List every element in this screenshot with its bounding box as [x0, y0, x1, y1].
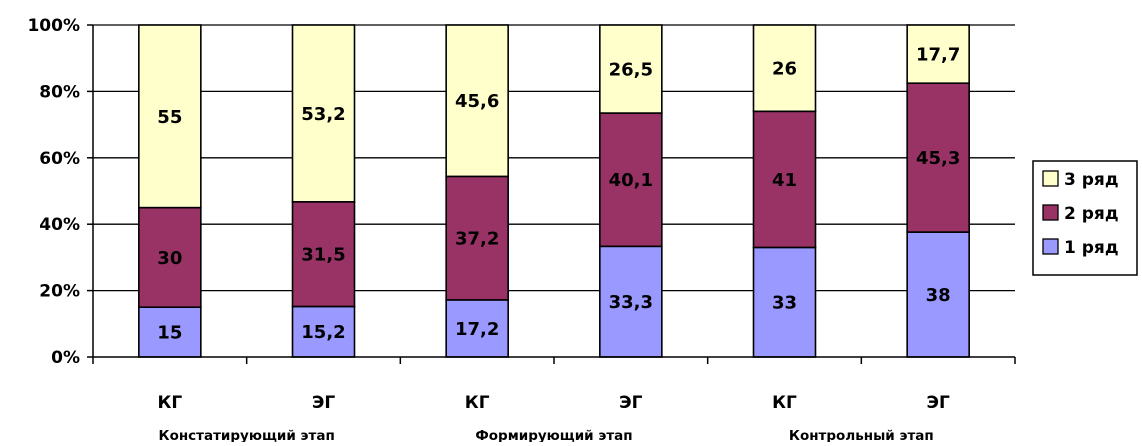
bar-segment [752, 110, 817, 249]
bar-segment [599, 245, 663, 358]
bar-segment [445, 24, 509, 178]
bar-segment [138, 206, 202, 309]
data-label: 26,5 [609, 60, 653, 81]
data-label: 31,5 [301, 245, 345, 266]
data-label: 30 [157, 248, 182, 269]
group-label: Контрольный этап [789, 428, 934, 442]
y-tick-label: 40% [39, 215, 80, 235]
category-label: ЭГ [619, 393, 642, 413]
data-label: 45,3 [916, 148, 960, 169]
category-label: КГ [465, 393, 490, 413]
data-label: 17,2 [455, 319, 499, 340]
data-label: 33,3 [609, 292, 653, 313]
bar-segment [906, 24, 970, 84]
data-label: 41 [772, 170, 797, 191]
data-label: 55 [157, 107, 182, 128]
bar-segment [138, 24, 202, 209]
y-tick-label: 100% [27, 16, 80, 36]
data-label: 15,2 [301, 322, 345, 343]
legend-label: 2 ряд [1064, 204, 1119, 224]
data-label: 26 [772, 59, 797, 80]
data-label: 45,6 [455, 91, 499, 112]
data-label: 38 [926, 285, 951, 306]
data-label: 33 [772, 293, 797, 314]
y-tick-label: 80% [39, 82, 80, 102]
legend-swatch [1042, 170, 1059, 187]
bar-segment [291, 24, 356, 203]
data-label: 37,2 [455, 229, 499, 250]
category-label: ЭГ [312, 393, 335, 413]
category-label: КГ [157, 393, 182, 413]
legend-label: 1 ряд [1064, 238, 1119, 258]
category-label: КГ [772, 393, 797, 413]
bar-segment [752, 24, 817, 113]
bar-segment [906, 231, 970, 358]
bar-segment [445, 175, 509, 301]
y-tick-label: 60% [39, 149, 80, 169]
legend-swatch [1042, 238, 1059, 255]
y-tick-label: 20% [39, 282, 80, 302]
category-label: ЭГ [927, 393, 950, 413]
data-label: 40,1 [609, 170, 653, 191]
legend-label: 3 ряд [1064, 170, 1119, 190]
legend-swatch [1042, 204, 1059, 221]
group-label: Формирующий этап [475, 428, 632, 442]
data-label: 53,2 [301, 104, 345, 125]
bar-segment [599, 24, 663, 114]
bar-segment [752, 246, 817, 358]
data-label: 15 [157, 323, 182, 344]
bar-segment [906, 82, 970, 233]
data-label: 17,7 [916, 45, 960, 66]
bar-segment [138, 306, 202, 358]
group-label: Констатирующий этап [159, 428, 335, 442]
y-tick-label: 0% [51, 348, 80, 368]
